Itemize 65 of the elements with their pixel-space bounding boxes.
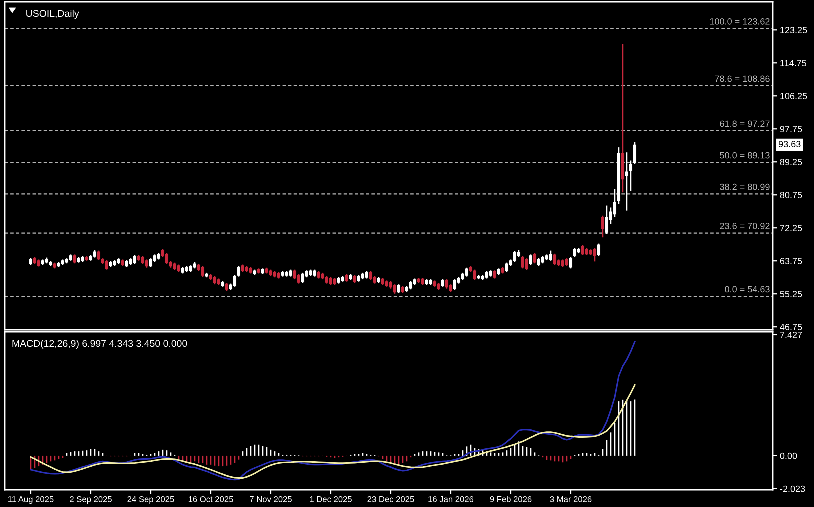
candlestick: [533, 252, 537, 264]
candlestick: [297, 274, 301, 284]
candlestick: [393, 284, 397, 295]
candlestick: [597, 243, 601, 257]
x-tick-label: 11 Aug 2025: [8, 496, 54, 504]
candlestick: [601, 215, 605, 238]
y-tick-label: 46.75: [780, 324, 802, 330]
candlestick: [605, 205, 609, 235]
candlestick: [593, 247, 597, 262]
candlestick: [505, 262, 509, 273]
candlestick: [513, 250, 517, 263]
candlestick: [581, 244, 585, 256]
ref-line-label: 38.2 = 80.99: [720, 184, 770, 190]
y-tick-label: 7.427: [780, 332, 802, 338]
text: MACD(12,26,9) 6.997 4.343 3.450 0.000: [12, 340, 188, 350]
ref-line-label: 0.0 = 54.63: [725, 286, 770, 293]
x-tick-label: 2 Sep 2025: [70, 496, 112, 504]
candlestick: [633, 142, 637, 165]
ref-line-label: 100.0 = 123.62: [710, 18, 770, 25]
y-tick-label: 0.00: [780, 452, 798, 460]
ref-line-label: 61.8 = 97.27: [720, 120, 770, 128]
candlestick: [569, 256, 573, 270]
candlestick: [233, 274, 237, 288]
candlestick: [529, 254, 533, 266]
candlestick: [625, 152, 629, 212]
candlestick: [553, 253, 557, 266]
candlestick: [549, 250, 553, 262]
y-tick-label: 97.75: [780, 126, 802, 132]
y-tick-label: 55.25: [780, 291, 802, 298]
candlestick: [201, 266, 205, 278]
candlestick: [165, 252, 169, 266]
candlestick: [613, 188, 617, 218]
x-tick-label: 3 Mar 2026: [550, 496, 592, 502]
candlestick: [293, 269, 297, 280]
y-tick-label: 80.75: [780, 192, 802, 198]
x-tick-label: 1 Dec 2025: [310, 496, 352, 502]
y-tick-label: -2.023: [780, 486, 806, 492]
candlestick: [473, 269, 477, 281]
x-tick-label: 16 Jan 2026: [428, 496, 474, 502]
y-tick-label: 72.25: [780, 225, 802, 232]
y-tick-label: 106.25: [780, 93, 808, 100]
text: USOIL,Daily: [26, 10, 80, 20]
y-tick-label: 89.25: [780, 159, 802, 166]
line-series: [30, 384, 636, 480]
candlestick: [237, 266, 241, 278]
candlestick: [445, 278, 449, 290]
y-tick-label: 114.75: [780, 60, 807, 66]
candlestick: [453, 278, 457, 292]
x-tick-label: 24 Sep 2025: [128, 496, 174, 504]
candlestick: [525, 258, 529, 271]
x-tick-label: 9 Feb 2026: [490, 496, 532, 502]
y-tick-label: 123.25: [780, 27, 808, 34]
ref-line-label: 50.0 = 89.13: [720, 152, 770, 159]
candlestick: [301, 272, 305, 284]
text: 93.63: [778, 141, 801, 148]
x-tick-label: 7 Nov 2025: [250, 496, 292, 502]
candlestick: [521, 256, 525, 270]
candlestick: [629, 160, 633, 192]
candlestick: [105, 260, 109, 270]
ref-line-label: 78.6 = 108.86: [715, 76, 770, 82]
y-tick-label: 63.75: [780, 258, 802, 264]
x-tick-label: 23 Dec 2025: [368, 496, 414, 502]
ref-line-label: 23.6 = 70.92: [720, 223, 770, 230]
candlestick: [97, 250, 101, 261]
x-tick-label: 16 Oct 2025: [188, 496, 234, 502]
